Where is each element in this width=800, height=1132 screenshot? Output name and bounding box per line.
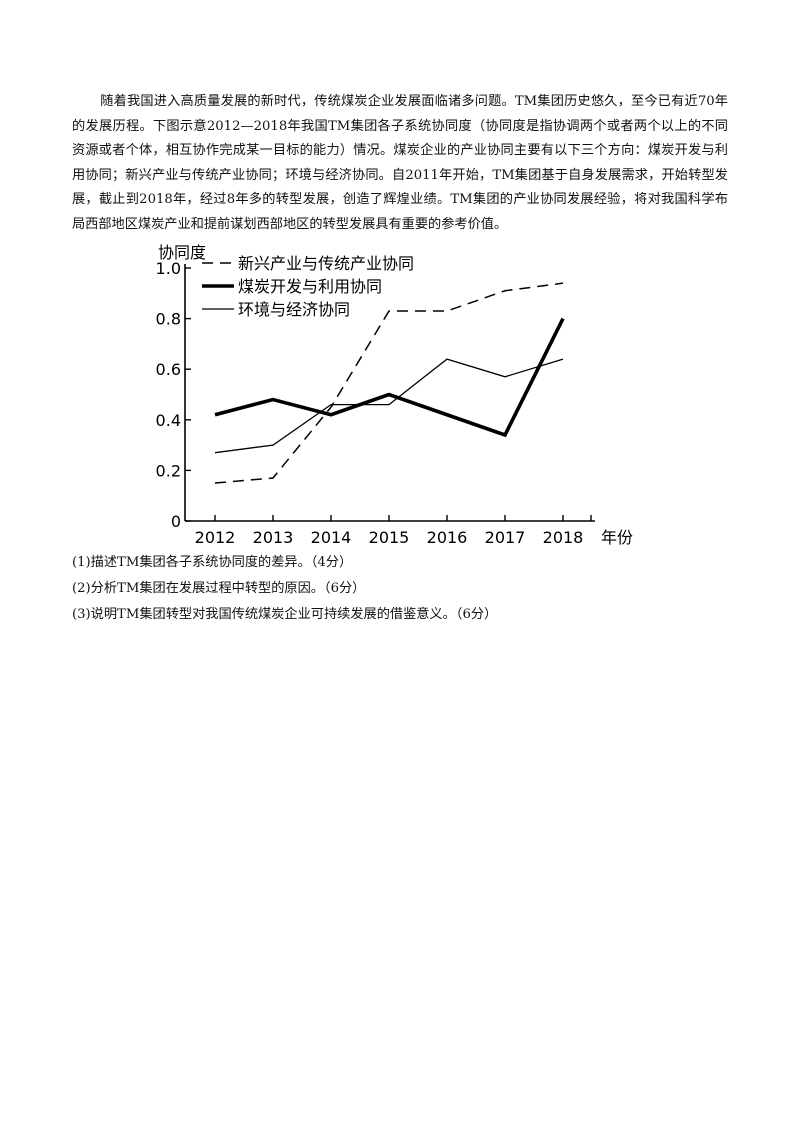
y-tick-label-2: 0.4 [156,411,181,430]
question-list: (1)描述TM集团各子系统协同度的差异。（4分） (2)分析TM集团在发展过程中… [72,550,732,628]
x-tick-label-1: 2013 [253,528,294,547]
y-tick-label-1: 0.2 [156,461,181,480]
y-tick-label-5: 1.0 [156,259,181,278]
x-tick-label-4: 2016 [427,528,468,547]
series-line-2 [214,317,565,438]
intro-paragraph: 随着我国进入高质量发展的新时代，传统煤炭企业发展面临诸多问题。TM集团历史悠久，… [72,90,728,238]
line-chart: 0 0.2 0.4 0.6 0.8 1.0 2012 2013 2014 2015 2016 2017… [150,236,650,554]
x-tick-label-6: 2018 [543,528,584,547]
legend-label-1: 新兴产业与传统产业协同 [238,254,414,273]
question-3: (3)说明TM集团转型对我国传统煤炭企业可持续发展的借鉴意义。（6分） [72,607,498,622]
y-tick-label-0: 0 [171,512,181,531]
y-axis-title: 协同度 [158,243,206,262]
x-tick-label-0: 2012 [195,528,236,547]
series-line-1 [214,282,564,484]
x-axis-title: 年份 [601,528,633,547]
y-tick-label-3: 0.6 [156,360,181,379]
legend-label-2: 煤炭开发与利用协同 [238,277,382,296]
x-tick-label-2: 2014 [311,528,352,547]
intro-text: 随着我国进入高质量发展的新时代，传统煤炭企业发展面临诸多问题。TM集团历史悠久，… [72,94,728,232]
y-tick-label-4: 0.8 [156,310,181,329]
series-line-3 [214,358,564,454]
x-tick-label-3: 2015 [369,528,410,547]
x-tick-label-5: 2017 [485,528,526,547]
chart-svg: 0 0.2 0.4 0.6 0.8 1.0 2012 2013 2014 2015 2016 2017… [156,243,633,547]
question-1: (1)描述TM集团各子系统协同度的差异。（4分） [72,555,353,570]
question-2: (2)分析TM集团在发展过程中转型的原因。（6分） [72,581,366,596]
legend-label-3: 环境与经济协同 [238,300,350,319]
